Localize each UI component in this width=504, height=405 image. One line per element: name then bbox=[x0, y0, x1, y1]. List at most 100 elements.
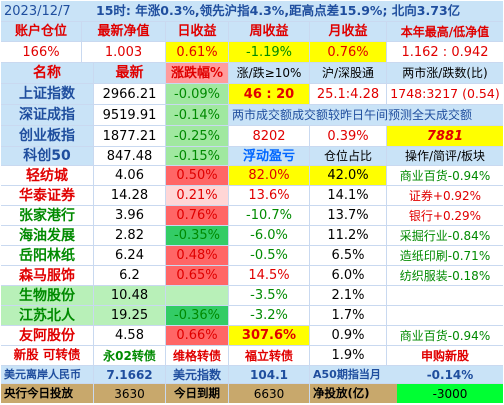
holding-change: 0.65% bbox=[166, 266, 228, 285]
index-price: 9519.91 bbox=[94, 105, 165, 125]
index-change: -0.14% bbox=[166, 105, 228, 125]
bond-1: 永02转债 bbox=[94, 346, 165, 365]
holding-name: 森马服饰 bbox=[1, 266, 93, 285]
holding-position: 6.0% bbox=[310, 266, 386, 285]
account-header-day: 日收益 bbox=[166, 22, 228, 41]
bonds-position: 1.9% bbox=[310, 346, 386, 365]
index-header-connect: 沪/深股通 bbox=[310, 63, 386, 83]
holding-pnl: -3.2% bbox=[229, 306, 309, 325]
footer-label-net: 净投放(亿) bbox=[310, 384, 397, 403]
turnover-change: 0.39% bbox=[310, 126, 386, 146]
limit-up-down: 46 : 20 bbox=[229, 84, 309, 104]
holding-change: -0.36% bbox=[166, 306, 228, 325]
footer-value-net: -3000 bbox=[397, 384, 503, 403]
footer-value-a50: -0.14% bbox=[397, 366, 503, 383]
holding-note: 造纸印刷-0.71% bbox=[387, 246, 503, 265]
holding-position: 14.1% bbox=[310, 186, 386, 205]
holding-price: 4.58 bbox=[94, 326, 165, 345]
holding-note: 证券+0.92% bbox=[387, 186, 503, 205]
bonds-label: 新股 可转债 bbox=[1, 346, 93, 365]
holding-change: 0.76% bbox=[166, 206, 228, 225]
holding-pnl: 13.6% bbox=[229, 186, 309, 205]
turnover-note: 两市成交额成交额较昨日午间预测全天成交额 bbox=[229, 105, 503, 125]
holding-pnl: -6.0% bbox=[229, 226, 309, 245]
footer-label-cnh: 美元离岸人民币 bbox=[1, 366, 93, 383]
holding-price: 4.06 bbox=[94, 166, 165, 185]
holding-pnl: -3.5% bbox=[229, 286, 309, 305]
index-header-name: 名称 bbox=[1, 63, 93, 83]
footer-label-dxy: 美元指数 bbox=[166, 366, 228, 383]
account-header-month: 月收益 bbox=[310, 22, 386, 41]
holding-note: 采掘行业-0.84% bbox=[387, 226, 503, 245]
index-price: 2966.21 bbox=[94, 84, 165, 104]
holding-note: 商业百货-0.94% bbox=[387, 166, 503, 185]
bond-3: 福立转债 bbox=[229, 346, 309, 365]
holding-position: 11.2% bbox=[310, 226, 386, 245]
turnover-forecast: 7881 bbox=[387, 126, 503, 146]
holding-note bbox=[387, 286, 503, 305]
footer-label-a50: A50期指当月 bbox=[310, 366, 397, 383]
account-header-nav: 最新净值 bbox=[82, 22, 165, 41]
holding-position: 6.5% bbox=[310, 246, 386, 265]
index-name: 深证成指 bbox=[1, 105, 93, 125]
index-price: 847.48 bbox=[94, 147, 165, 165]
holding-name: 华泰证券 bbox=[1, 186, 93, 205]
holding-name: 轻纺城 bbox=[1, 166, 93, 185]
holding-pnl: -10.7% bbox=[229, 206, 309, 225]
holding-change bbox=[166, 286, 228, 305]
account-position: 166% bbox=[1, 42, 81, 62]
footer-value-pboc: 3630 bbox=[94, 384, 165, 403]
holding-pnl: 82.0% bbox=[229, 166, 309, 185]
holding-change: 0.66% bbox=[166, 326, 228, 345]
holding-note: 银行+0.29% bbox=[387, 206, 503, 225]
holding-header-position: 仓位占比 bbox=[310, 147, 386, 165]
holding-note bbox=[387, 306, 503, 325]
index-change: -0.15% bbox=[166, 147, 228, 165]
holding-position: 0.9% bbox=[310, 326, 386, 345]
index-price: 1877.21 bbox=[94, 126, 165, 146]
holding-change: 0.21% bbox=[166, 186, 228, 205]
account-week-return: -1.19% bbox=[229, 42, 309, 62]
holding-pnl: 14.5% bbox=[229, 266, 309, 285]
index-header-change: 涨跌幅% bbox=[166, 63, 228, 83]
holding-name: 岳阳林纸 bbox=[1, 246, 93, 265]
holding-header-note: 操作/简评/板块 bbox=[387, 147, 503, 165]
account-header-week: 周收益 bbox=[229, 22, 309, 41]
holding-price: 3.96 bbox=[94, 206, 165, 225]
holding-price: 6.24 bbox=[94, 246, 165, 265]
index-header-breadth: 两市涨/跌数(比) bbox=[387, 63, 503, 83]
index-change: -0.25% bbox=[166, 126, 228, 146]
holding-price: 19.25 bbox=[94, 306, 165, 325]
holding-name: 江苏北人 bbox=[1, 306, 93, 325]
turnover-amount: 8202 bbox=[229, 126, 309, 146]
footer-value-maturity: 6630 bbox=[229, 384, 309, 403]
footer-label-maturity: 今日到期 bbox=[166, 384, 228, 403]
holding-note: 纺织服装-0.18% bbox=[387, 266, 503, 285]
footer-value-cnh: 7.1662 bbox=[94, 366, 165, 383]
holding-position: 13.7% bbox=[310, 206, 386, 225]
footer-label-pboc: 央行今日投放 bbox=[1, 384, 93, 403]
account-month-return: 0.76% bbox=[310, 42, 386, 62]
holding-name: 张家港行 bbox=[1, 206, 93, 225]
header-summary: 15时: 年涨0.3%,领先沪指4.3%,距高点差15.9%; 北向3.73亿 bbox=[93, 1, 503, 21]
holding-pnl: -0.5% bbox=[229, 246, 309, 265]
bond-2: 维格转债 bbox=[166, 346, 228, 365]
holding-change: 0.48% bbox=[166, 246, 228, 265]
holding-price: 14.28 bbox=[94, 186, 165, 205]
header-date: 2023/12/7 bbox=[1, 1, 93, 21]
footer-value-dxy: 104.1 bbox=[229, 366, 309, 383]
bonds-note: 申购新股 bbox=[387, 346, 503, 365]
holding-note: 商业百货-0.94% bbox=[387, 326, 503, 345]
account-header-year: 本年最高/低净值 bbox=[387, 22, 503, 41]
index-name: 科创50 bbox=[1, 147, 93, 165]
index-name: 上证指数 bbox=[1, 84, 93, 104]
index-change: -0.09% bbox=[166, 84, 228, 104]
index-name: 创业板指 bbox=[1, 126, 93, 146]
connect-flow: 25.1:4.28 bbox=[310, 84, 386, 104]
holding-change: -0.35% bbox=[166, 226, 228, 245]
holding-price: 2.82 bbox=[94, 226, 165, 245]
holding-name: 友阿股份 bbox=[1, 326, 93, 345]
index-header-limit: 涨/跌≥10% bbox=[229, 63, 309, 83]
holding-name: 海油发展 bbox=[1, 226, 93, 245]
